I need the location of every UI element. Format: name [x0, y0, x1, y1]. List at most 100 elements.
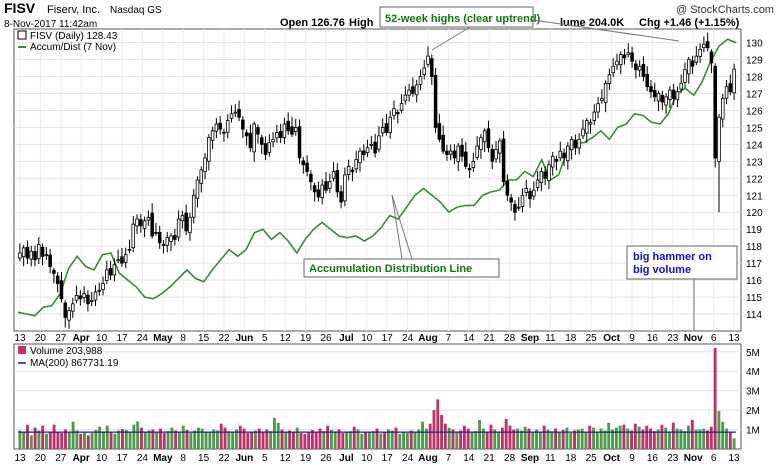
- volume-bar: [67, 431, 71, 449]
- volume-bar: [561, 429, 565, 449]
- vol-x-tick-label: Aug: [418, 453, 437, 464]
- candle: [67, 306, 71, 329]
- high-label: High: [349, 17, 374, 29]
- candle: [131, 216, 136, 253]
- volume-bar: [580, 428, 584, 449]
- vol-x-tick-label: 11: [545, 453, 556, 464]
- price-tick-label: 127: [746, 89, 763, 100]
- candle: [577, 133, 581, 155]
- candle: [550, 151, 555, 176]
- volume-bar: [664, 427, 668, 449]
- candle: [399, 94, 404, 114]
- candle: [191, 188, 196, 224]
- volume-bar: [117, 430, 121, 449]
- candle: [592, 104, 597, 126]
- x-tick-label: 13: [14, 333, 26, 344]
- x-tick-label: 9: [629, 333, 635, 344]
- candle: [486, 120, 491, 153]
- volume-bar: [155, 431, 159, 449]
- vol-x-tick-label: 12: [280, 453, 292, 464]
- volume-bar: [197, 427, 200, 449]
- candle: [641, 56, 646, 82]
- candle: [694, 46, 699, 66]
- candle: [256, 124, 260, 144]
- x-tick-label: 11: [545, 333, 556, 344]
- volume-bar: [375, 428, 379, 449]
- x-tick-label: 27: [55, 333, 67, 344]
- candle: [229, 105, 234, 123]
- volume-bar: [326, 425, 330, 449]
- volume-tick-label: 5M: [746, 348, 760, 359]
- candle: [188, 212, 192, 241]
- volume-bar: [234, 429, 238, 449]
- volume-bar: [143, 432, 147, 449]
- candle: [622, 48, 627, 65]
- candle: [441, 125, 445, 154]
- vol-x-tick-label: 5: [262, 453, 268, 464]
- annotation-adline: Accumulation Distribution Line: [303, 194, 500, 278]
- volume-bar: [132, 424, 136, 449]
- vol-x-tick-label: 7: [446, 453, 452, 464]
- x-tick-label: Sep: [521, 333, 539, 344]
- volume-bar: [185, 429, 189, 449]
- candle: [467, 163, 472, 178]
- volume-bar: [668, 431, 671, 449]
- volume-bar: [618, 425, 622, 449]
- price-tick-label: 119: [746, 225, 762, 236]
- candle: [411, 77, 415, 97]
- candle: [505, 174, 510, 202]
- vol-x-tick-label: 23: [667, 453, 679, 464]
- volume-bar: [554, 428, 557, 449]
- volume-bar: [383, 431, 387, 449]
- candle: [312, 182, 317, 202]
- candle: [358, 147, 362, 172]
- volume-bar: [159, 428, 162, 449]
- candle: [475, 136, 479, 161]
- x-tick-label: Jun: [236, 333, 254, 344]
- vol-x-tick-label: 26: [320, 453, 332, 464]
- volume-bar: [178, 432, 181, 449]
- candle: [195, 176, 200, 208]
- volume-bar: [223, 427, 227, 449]
- x-tick-label: 17: [382, 333, 394, 344]
- volume-bar: [295, 427, 299, 449]
- volume-bar: [360, 433, 364, 449]
- volume-bar: [432, 410, 436, 449]
- volume-bar: [516, 428, 520, 449]
- price-legend: FISV (Daily) 128.43 Accum/Dist (7 Nov): [17, 30, 118, 53]
- volume-bar: [204, 431, 208, 449]
- candle: [86, 290, 90, 312]
- volume-bar: [493, 429, 497, 449]
- candle: [652, 82, 657, 102]
- candle: [21, 244, 26, 267]
- volume-bar: [451, 429, 455, 449]
- volume-bar: [603, 430, 607, 449]
- volume-bar: [679, 429, 683, 449]
- volume-bar: [519, 430, 523, 449]
- volume-bar: [341, 433, 345, 449]
- x-tick-label: 23: [667, 333, 679, 344]
- candle: [127, 239, 132, 254]
- candle: [278, 124, 283, 143]
- volume-bar: [466, 428, 470, 449]
- candle: [433, 67, 438, 133]
- candle: [516, 197, 521, 211]
- open-label: Open 126.76: [280, 17, 345, 29]
- candle: [214, 118, 219, 139]
- volume-bar: [356, 429, 360, 449]
- candle: [33, 245, 37, 267]
- volume-bar: [542, 425, 546, 449]
- vol-x-tick-label: 6: [711, 453, 717, 464]
- candle: [263, 136, 268, 161]
- x-tick-label: 12: [280, 333, 292, 344]
- volume-bar: [56, 431, 60, 449]
- candle: [456, 142, 461, 172]
- x-tick-label: 15: [198, 333, 210, 344]
- candle: [89, 292, 94, 307]
- vol-x-tick-label: Apr: [73, 453, 90, 464]
- volume-tick-label: 1M: [746, 426, 760, 437]
- candle: [369, 135, 374, 150]
- candle: [63, 300, 67, 328]
- volume-tick-label: 4M: [746, 367, 760, 378]
- candle: [626, 43, 631, 58]
